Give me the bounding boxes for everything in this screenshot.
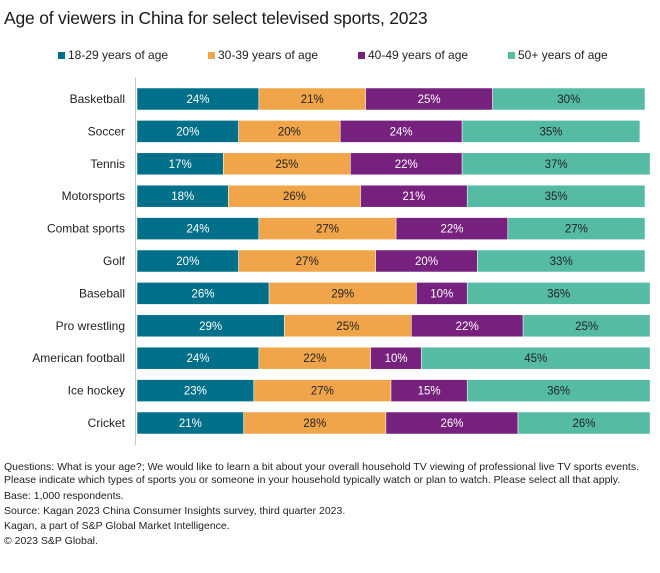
- legend-label-30-39: 30-39 years of age: [218, 48, 319, 62]
- footnote-base: Base: 1,000 respondents.: [4, 489, 124, 502]
- category-label: Cricket: [88, 416, 126, 430]
- category-label: Ice hockey: [68, 384, 125, 398]
- data-label: 21%: [179, 418, 202, 430]
- legend-swatch-18-29: [58, 51, 65, 59]
- data-label: 30%: [557, 94, 580, 106]
- data-label: 26%: [573, 418, 596, 430]
- footnote-questions: Questions: What is your age?; We would l…: [4, 461, 640, 487]
- category-label: Golf: [103, 254, 126, 268]
- data-label: 24%: [186, 94, 209, 106]
- data-label: 29%: [331, 288, 354, 300]
- bar-row: Combat sports 24% 27% 22% 27%: [47, 217, 646, 240]
- bar-segment: [517, 411, 651, 435]
- data-label: 22%: [303, 353, 326, 365]
- data-label: 24%: [390, 126, 413, 138]
- data-label: 22%: [456, 321, 479, 333]
- data-label: 26%: [440, 418, 463, 430]
- legend-item-40-49: 40-49 years of age: [358, 48, 468, 62]
- data-label: 36%: [547, 386, 570, 398]
- legend: 18-29 years of age 30-39 years of age 40…: [0, 48, 660, 64]
- bar-segment: [461, 120, 641, 143]
- category-label: Tennis: [90, 157, 125, 171]
- data-label: 20%: [176, 256, 199, 268]
- category-label: Motorsports: [62, 189, 125, 203]
- chart-title: Age of viewers in China for select telev…: [4, 8, 428, 28]
- data-label: 35%: [540, 126, 563, 138]
- data-label: 24%: [186, 353, 209, 365]
- footnote-source: Source: Kagan 2023 China Consumer Insigh…: [4, 504, 346, 517]
- legend-item-30-39: 30-39 years of age: [208, 48, 318, 62]
- legend-item-50-plus: 50+ years of age: [508, 48, 608, 62]
- data-label: 22%: [395, 159, 418, 171]
- bar-segment: [466, 379, 651, 402]
- data-label: 26%: [283, 191, 306, 203]
- data-label: 27%: [311, 386, 334, 398]
- data-label: 17%: [169, 159, 192, 171]
- bar-segment: [421, 346, 651, 370]
- data-label: 35%: [545, 191, 568, 203]
- data-label: 21%: [402, 191, 425, 203]
- bar-segment: [466, 282, 651, 305]
- footnotes: Questions: What is your age?; We would l…: [4, 461, 654, 551]
- stacked-bar-chart: Basketball 24% 21% 25% 30% Soccer 20% 20% 24% 35%…: [32, 78, 651, 446]
- data-label: 20%: [415, 256, 438, 268]
- category-label: Combat sports: [47, 222, 125, 236]
- data-label: 45%: [524, 353, 547, 365]
- bar-row: American football 24% 22% 10% 45%: [32, 346, 651, 370]
- category-label: Pro wrestling: [56, 319, 125, 333]
- bar-segment: [492, 87, 646, 111]
- bar-segment: [507, 217, 646, 240]
- bar-segment: [461, 152, 651, 176]
- data-label: 37%: [545, 159, 568, 171]
- bar-row: Tennis 17% 25% 22% 37%: [90, 152, 651, 176]
- data-label: 10%: [430, 288, 453, 300]
- legend-swatch-30-39: [208, 51, 215, 59]
- data-label: 10%: [385, 353, 408, 365]
- data-label: 25%: [275, 159, 298, 171]
- category-label: Baseball: [79, 286, 125, 300]
- data-label: 27%: [296, 256, 319, 268]
- data-label: 27%: [565, 224, 588, 236]
- data-label: 18%: [171, 191, 194, 203]
- bar-segment: [522, 314, 651, 338]
- legend-label-18-29: 18-29 years of age: [68, 48, 169, 62]
- data-label: 21%: [301, 94, 324, 106]
- category-label: Soccer: [88, 124, 125, 138]
- data-label: 26%: [192, 288, 215, 300]
- data-label: 20%: [278, 126, 301, 138]
- legend-swatch-40-49: [358, 51, 365, 59]
- bar-row: Golf 20% 27% 20% 33%: [103, 249, 646, 273]
- data-label: 29%: [199, 321, 222, 333]
- data-label: 28%: [303, 418, 326, 430]
- bar-segment: [477, 249, 646, 273]
- data-label: 25%: [575, 321, 598, 333]
- data-label: 25%: [418, 94, 441, 106]
- bar-segment: [466, 184, 646, 208]
- legend-swatch-50-plus: [508, 51, 515, 59]
- footnote-kagan: Kagan, a part of S&P Global Market Intel…: [4, 520, 230, 533]
- data-label: 25%: [336, 321, 359, 333]
- data-label: 20%: [176, 126, 199, 138]
- category-label: Basketball: [70, 92, 125, 106]
- legend-item-18-29: 18-29 years of age: [58, 48, 168, 62]
- bar-row: Baseball 26% 29% 10% 36%: [79, 282, 651, 305]
- bar-row: Ice hockey 23% 27% 15% 36%: [68, 379, 651, 402]
- data-label: 33%: [550, 256, 573, 268]
- footnote-copyright: © 2023 S&P Global.: [4, 535, 98, 548]
- bar-row: Basketball 24% 21% 25% 30%: [70, 87, 646, 111]
- data-label: 36%: [547, 288, 570, 300]
- legend-label-50-plus: 50+ years of age: [518, 48, 608, 62]
- data-label: 15%: [418, 386, 441, 398]
- data-label: 23%: [184, 386, 207, 398]
- data-label: 24%: [186, 224, 209, 236]
- bar-row: Motorsports 18% 26% 21% 35%: [62, 184, 646, 208]
- category-label: American football: [32, 351, 125, 365]
- bar-row: Cricket 21% 28% 26% 26%: [88, 411, 651, 435]
- bar-row: Soccer 20% 20% 24% 35%: [88, 120, 641, 143]
- data-label: 27%: [316, 224, 339, 236]
- data-label: 22%: [440, 224, 463, 236]
- bar-row: Pro wrestling 29% 25% 22% 25%: [56, 314, 651, 338]
- legend-label-40-49: 40-49 years of age: [368, 48, 469, 62]
